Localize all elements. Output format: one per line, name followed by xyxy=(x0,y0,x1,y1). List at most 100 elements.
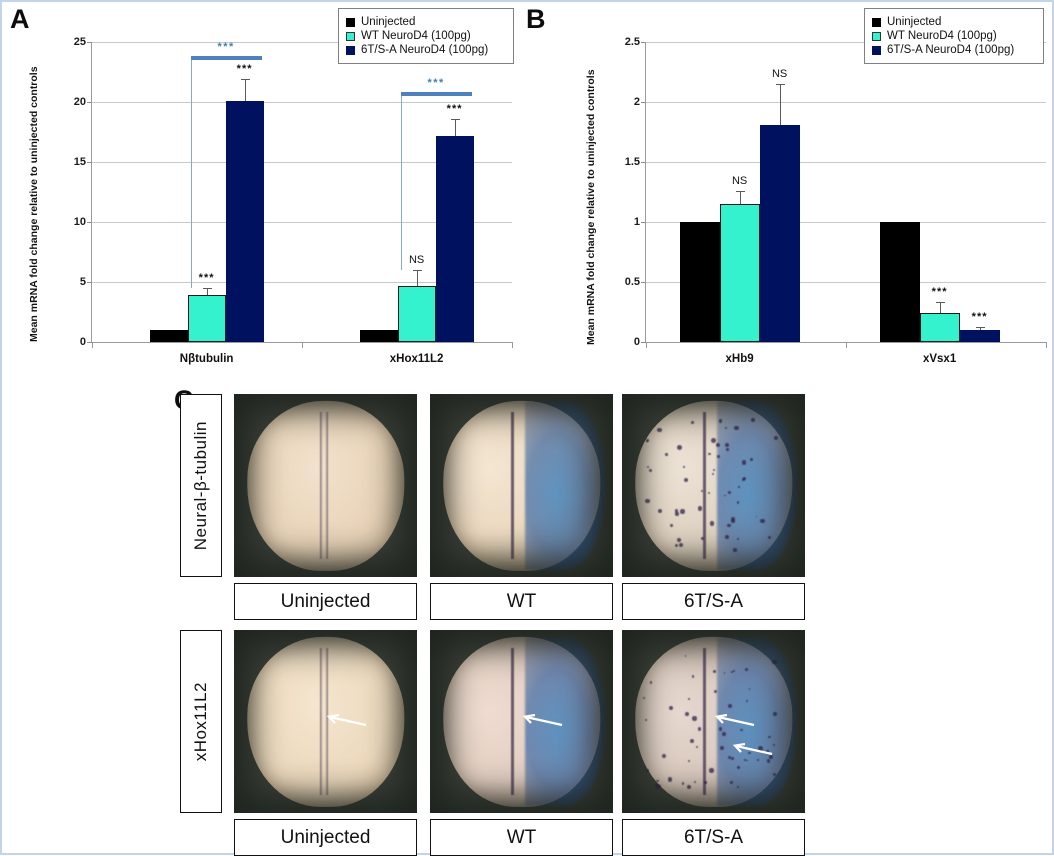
bar-xVsx1-1 xyxy=(920,313,960,342)
annotation-arrow-icon xyxy=(322,714,368,728)
y-axis-tick-label: 2.5 xyxy=(602,36,645,48)
y-axis-tick-label: 20 xyxy=(48,96,91,108)
legend-item-mutant: 6T/S-A NeuroD4 (100pg) xyxy=(346,44,504,56)
legend-label-mutant: 6T/S-A NeuroD4 (100pg) xyxy=(361,44,488,56)
x-axis-category-label: xHox11L2 xyxy=(390,353,444,365)
annotation-arrow-icon xyxy=(728,743,774,757)
bar-xHb9-0 xyxy=(680,222,720,342)
legend-label-wt: WT NeuroD4 (100pg) xyxy=(361,30,471,42)
panel-c-row-label-text: xHox11L2 xyxy=(191,682,211,761)
y-axis-tick-label: 1.5 xyxy=(602,156,645,168)
y-axis-tick-label: 1 xyxy=(602,216,645,228)
significance-bracket-leg xyxy=(191,60,192,288)
panel-b-plot-area: 0 0.5 1 1.5 2 2.5 NS NS xHb9 *** *** xVsx1 xyxy=(646,42,1046,342)
panel-c-row-label-text: Neural-β-tubulin xyxy=(191,421,211,550)
panel-c-embryo-image xyxy=(234,630,417,813)
panel-c-embryo-image xyxy=(622,394,805,577)
legend-swatch-uninjected-icon xyxy=(346,18,355,27)
y-axis-tick-label: 0 xyxy=(48,336,91,348)
gridline xyxy=(646,162,1046,163)
significance-ns-label: NS xyxy=(732,175,747,187)
image-vignette xyxy=(234,394,417,577)
x-axis-category-label: Nβtubulin xyxy=(180,353,234,365)
y-axis-tick-label: 0 xyxy=(602,336,645,348)
legend-label-uninjected: Uninjected xyxy=(887,16,941,28)
panel-c-column-label: WT xyxy=(430,819,613,856)
annotation-arrow-icon xyxy=(710,714,756,728)
bar-xVsx1-2 xyxy=(960,330,1000,342)
legend-label-wt: WT NeuroD4 (100pg) xyxy=(887,30,997,42)
significance-bracket-leg xyxy=(401,96,402,270)
panel-c-column-label: Uninjected xyxy=(234,583,417,620)
panel-c-embryo-image xyxy=(430,630,613,813)
error-bar-cap xyxy=(451,119,460,120)
bar-Ntubulin-2 xyxy=(226,101,264,342)
error-bar-cap xyxy=(776,84,785,85)
y-axis-line xyxy=(91,42,92,342)
significance-bracket xyxy=(191,56,262,60)
legend-swatch-uninjected-icon xyxy=(872,18,881,27)
significance-bracket-stars: *** xyxy=(217,41,234,53)
error-bar xyxy=(245,79,246,101)
bar-xHox11L2-0 xyxy=(360,330,398,342)
y-axis-tick-label: 25 xyxy=(48,36,91,48)
significance-stars-label: *** xyxy=(447,103,463,115)
panel-c-column-label: WT xyxy=(430,583,613,620)
x-axis-separator xyxy=(512,342,513,348)
bar-xVsx1-0 xyxy=(880,222,920,342)
significance-ns-label: NS xyxy=(772,68,787,80)
y-axis-tick-label: 15 xyxy=(48,156,91,168)
y-axis-tick-label: 2 xyxy=(602,96,645,108)
error-bar xyxy=(740,191,741,204)
legend-item-wt: WT NeuroD4 (100pg) xyxy=(872,30,1034,42)
legend-label-uninjected: Uninjected xyxy=(361,16,415,28)
significance-stars-label: *** xyxy=(932,286,948,298)
error-bar xyxy=(455,119,456,136)
gridline xyxy=(646,102,1046,103)
error-bar-cap xyxy=(736,191,745,192)
bar-xHox11L2-1 xyxy=(398,286,436,342)
x-axis-separator xyxy=(846,342,847,348)
y-axis-line xyxy=(645,42,646,342)
error-bar-cap xyxy=(241,79,250,80)
panel-c-embryo-image xyxy=(234,394,417,577)
error-bar xyxy=(207,288,208,295)
panel-c-column-label: Uninjected xyxy=(234,819,417,856)
y-axis-tick-label: 10 xyxy=(48,216,91,228)
panel-a-legend: Uninjected WT NeuroD4 (100pg) 6T/S-A Neu… xyxy=(338,8,514,64)
legend-swatch-wt-icon xyxy=(872,32,881,41)
legend-swatch-wt-icon xyxy=(346,32,355,41)
figure-root: A Mean mRNA fold change relative to unin… xyxy=(0,0,1054,855)
error-bar-cap xyxy=(976,327,985,328)
panel-b-y-axis-label: Mean mRNA fold change relative to uninje… xyxy=(585,30,597,345)
error-bar xyxy=(780,84,781,125)
image-vignette xyxy=(622,394,805,577)
legend-item-uninjected: Uninjected xyxy=(346,16,504,28)
significance-stars-label: *** xyxy=(972,311,988,323)
significance-stars-label: *** xyxy=(199,272,215,284)
image-vignette xyxy=(430,394,613,577)
error-bar xyxy=(417,270,418,286)
legend-label-mutant: 6T/S-A NeuroD4 (100pg) xyxy=(887,44,1014,56)
panel-c-embryo-image xyxy=(430,394,613,577)
x-axis-category-label: xVsx1 xyxy=(923,353,956,365)
x-axis-separator xyxy=(92,342,93,348)
bar-xHox11L2-2 xyxy=(436,136,474,342)
error-bar-cap xyxy=(203,288,212,289)
error-bar-cap xyxy=(413,270,422,271)
significance-stars-label: *** xyxy=(237,63,253,75)
error-bar-cap xyxy=(936,302,945,303)
bar-xHb9-1 xyxy=(720,204,760,342)
y-axis-tick-label: 0.5 xyxy=(602,276,645,288)
significance-ns-label: NS xyxy=(409,254,424,266)
panel-b-letter: B xyxy=(526,4,545,35)
x-axis-separator xyxy=(646,342,647,348)
panel-c-row-label: xHox11L2 xyxy=(180,630,222,813)
legend-item-mutant: 6T/S-A NeuroD4 (100pg) xyxy=(872,44,1034,56)
panel-a-letter: A xyxy=(10,4,29,35)
x-axis-separator xyxy=(302,342,303,348)
bar-Ntubulin-0 xyxy=(150,330,188,342)
panel-a-plot-area: 0 5 10 15 20 25 *** *** Nβtubulin NS *** xHox11L2 **… xyxy=(92,42,512,342)
panel-b-legend: Uninjected WT NeuroD4 (100pg) 6T/S-A Neu… xyxy=(864,8,1044,64)
legend-item-uninjected: Uninjected xyxy=(872,16,1034,28)
